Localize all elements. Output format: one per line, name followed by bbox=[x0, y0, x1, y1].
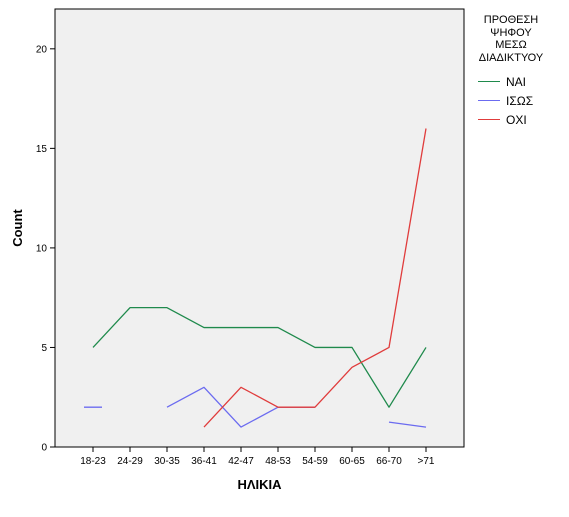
x-tick-label: 42-47 bbox=[228, 456, 254, 467]
series-line bbox=[203, 128, 427, 428]
y-tick-label: 10 bbox=[36, 243, 48, 254]
y-tick-label: 20 bbox=[36, 44, 48, 55]
x-axis-title: ΗΛΙΚΙΑ bbox=[237, 477, 282, 492]
legend-item: ΟΧΙ bbox=[478, 110, 554, 129]
x-tick-label: 36-41 bbox=[191, 456, 217, 467]
x-tick-label: 54-59 bbox=[302, 456, 328, 467]
legend-title-line: ΨΗΦΟΥ bbox=[490, 26, 532, 39]
legend-title: ΠΡΟΘΕΣΗ ΨΗΦΟΥ ΜΕΣΩ ΔΙΑΔΙΚΤΥΟΥ bbox=[468, 14, 554, 64]
legend-label: ΟΧΙ bbox=[506, 112, 527, 127]
series-1 bbox=[92, 306, 427, 408]
y-tick-label: 15 bbox=[36, 144, 48, 155]
legend-title-line: ΠΡΟΘΕΣΗ bbox=[483, 14, 539, 26]
legend-item: ΙΣΩΣ bbox=[478, 91, 554, 110]
series-layer bbox=[84, 128, 427, 428]
x-tick-label: 18-23 bbox=[80, 456, 106, 467]
legend-swatch bbox=[478, 100, 500, 101]
x-axis: 18-23 24-29 30-35 36-41 42-47 48-53 54-59 60-65… bbox=[80, 447, 435, 467]
legend-items: ΝΑΙ ΙΣΩΣ ΟΧΙ bbox=[468, 72, 554, 129]
x-tick-label: 30-35 bbox=[154, 456, 180, 467]
y-axis: 0 5 10 15 20 bbox=[36, 44, 55, 454]
series-line bbox=[388, 421, 427, 428]
plot-area bbox=[54, 8, 465, 448]
legend-title-line: ΜΕΣΩ bbox=[495, 39, 527, 51]
series-line bbox=[92, 306, 427, 408]
legend-swatch bbox=[478, 119, 500, 120]
x-tick-label: 24-29 bbox=[117, 456, 143, 467]
legend-label: ΙΣΩΣ bbox=[506, 93, 534, 108]
x-tick-label: 60-65 bbox=[339, 456, 365, 467]
y-tick-label: 0 bbox=[41, 443, 47, 454]
x-tick-label: 48-53 bbox=[265, 456, 291, 467]
x-tick-label: >71 bbox=[418, 456, 435, 467]
x-tick-label: 66-70 bbox=[376, 456, 402, 467]
legend-swatch bbox=[478, 81, 500, 82]
legend-label: ΝΑΙ bbox=[506, 74, 527, 89]
series-3 bbox=[203, 128, 427, 428]
legend-title-line: ΔΙΑΔΙΚΤΥΟΥ bbox=[478, 51, 544, 64]
y-axis-title: Count bbox=[10, 209, 25, 247]
legend: ΠΡΟΘΕΣΗ ΨΗΦΟΥ ΜΕΣΩ ΔΙΑΔΙΚΤΥΟΥ ΝΑΙ ΙΣΩΣ ΟΧΙ bbox=[468, 14, 554, 129]
y-tick-label: 5 bbox=[41, 343, 47, 354]
legend-item: ΝΑΙ bbox=[478, 72, 554, 91]
